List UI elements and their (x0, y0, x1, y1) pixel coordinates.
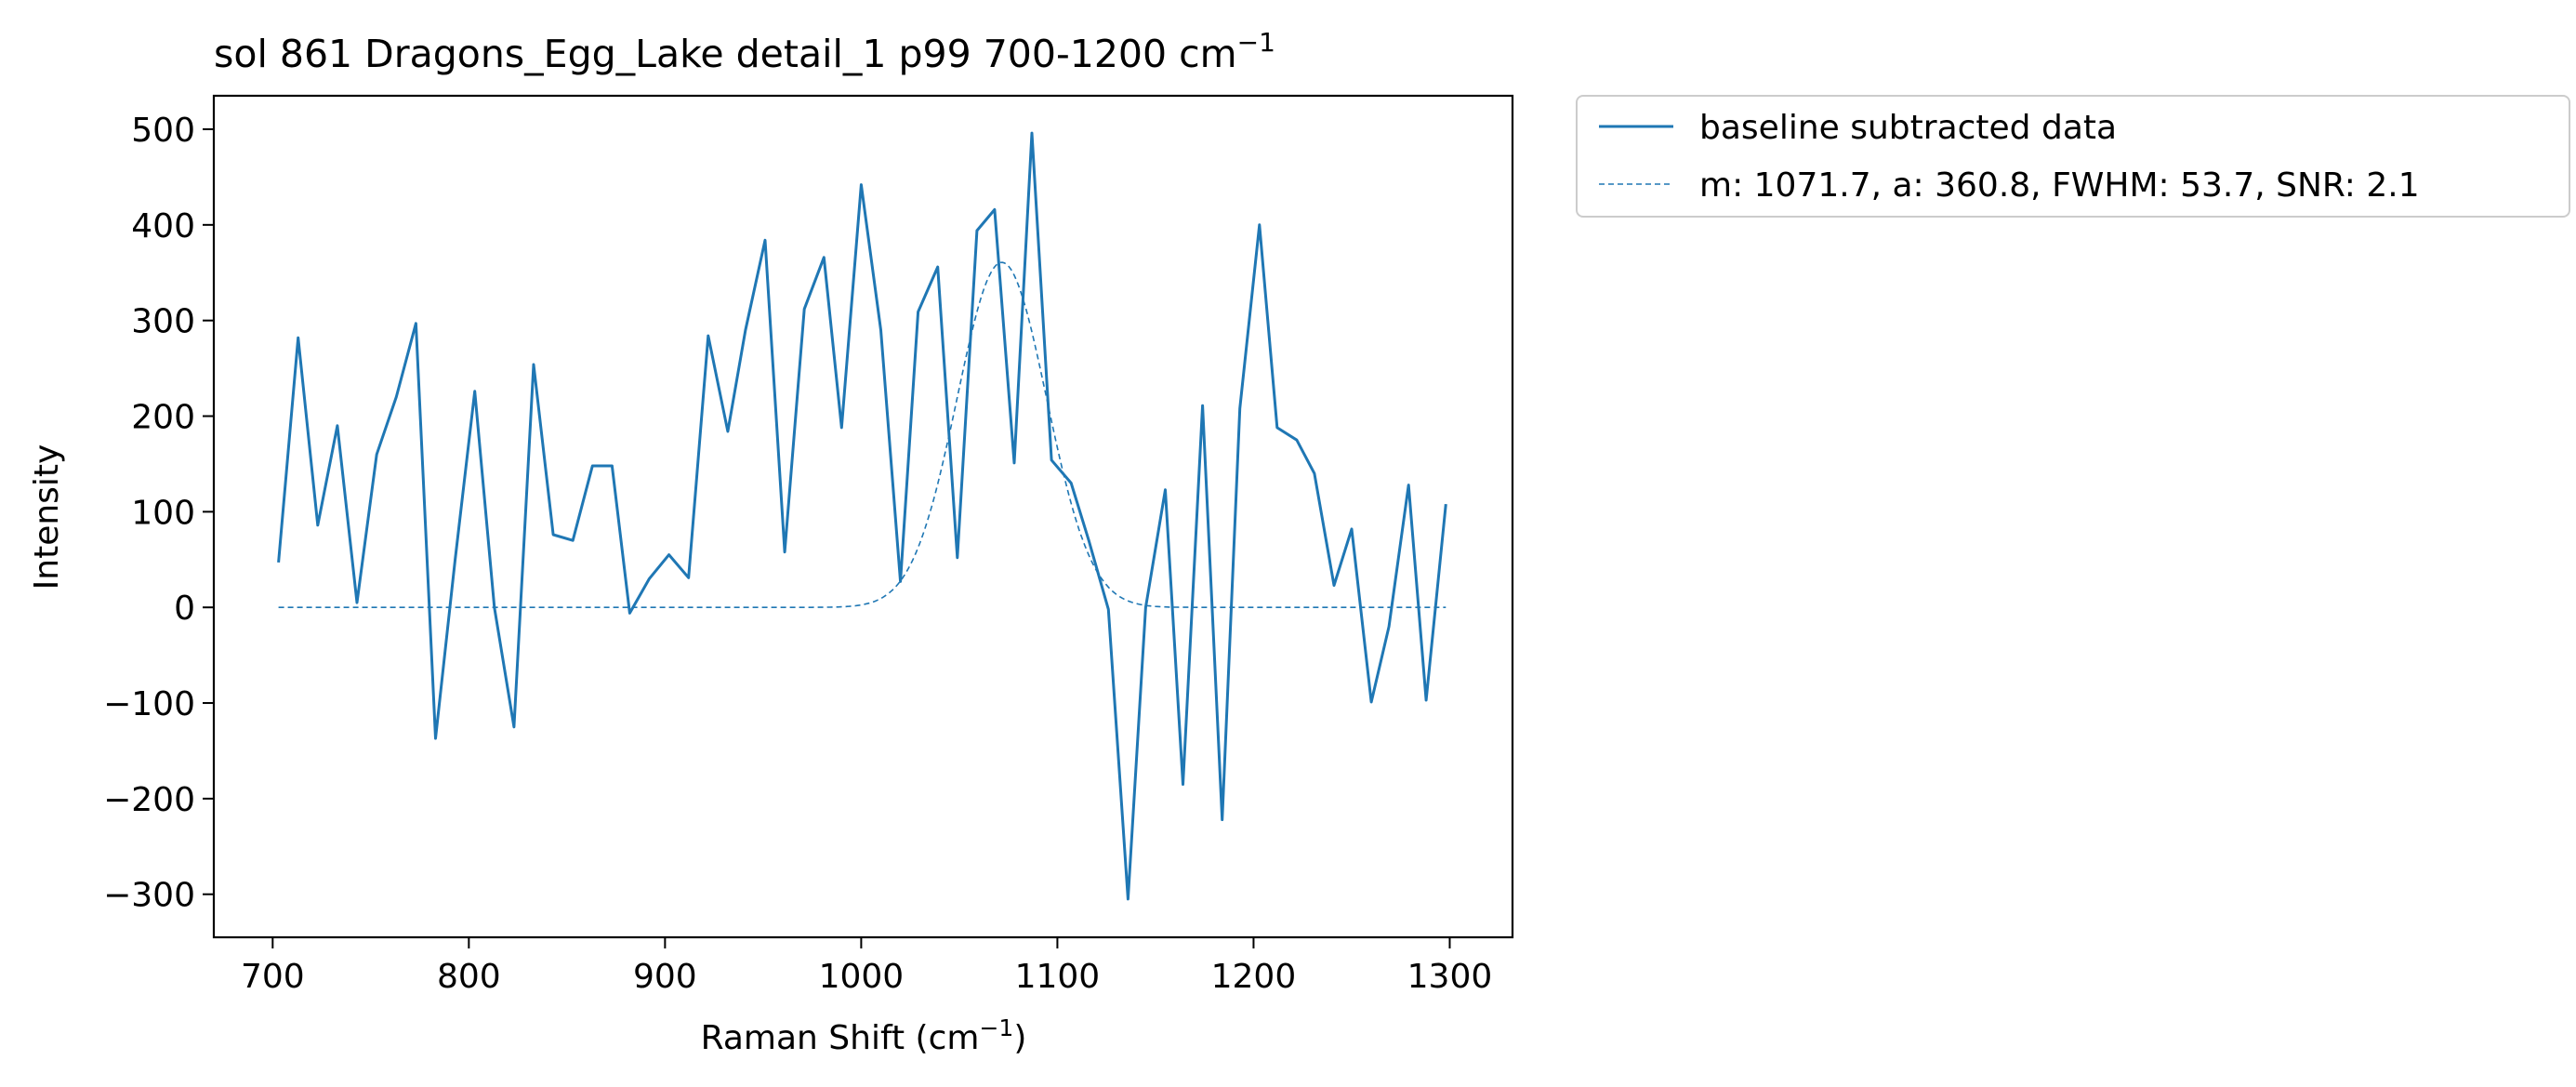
x-axis: 700 800 900 1000 1100 1200 1300 (241, 937, 1492, 996)
y-tick-label: −100 (103, 685, 195, 723)
legend-label-data: baseline subtracted data (1699, 109, 2117, 147)
y-tick-label: 0 (174, 590, 195, 628)
x-axis-label: Raman Shift (cm−1) (701, 1014, 1027, 1057)
x-tick-label: 800 (437, 958, 501, 996)
y-axis-label: Intensity (28, 444, 66, 590)
chart-title: sol 861 Dragons_Egg_Lake detail_1 p99 70… (214, 27, 1275, 76)
x-axis-label-superscript: −1 (979, 1014, 1013, 1041)
x-tick-label: 700 (241, 958, 305, 996)
y-tick-label: −200 (103, 781, 195, 819)
x-tick-label: 900 (633, 958, 697, 996)
legend-label-fit: m: 1071.7, a: 360.8, FWHM: 53.7, SNR: 2.… (1699, 166, 2420, 205)
y-tick-label: 500 (131, 112, 195, 150)
x-tick-label: 1200 (1211, 958, 1297, 996)
chart-title-text: sol 861 Dragons_Egg_Lake detail_1 p99 70… (214, 32, 1237, 76)
data-series-line (277, 131, 1447, 901)
y-tick-label: 400 (131, 207, 195, 245)
x-tick-label: 1300 (1407, 958, 1493, 996)
legend: baseline subtracted data m: 1071.7, a: 3… (1576, 95, 2570, 218)
y-tick-label: −300 (103, 877, 195, 915)
legend-frame (1576, 95, 2570, 218)
y-tick-label: 300 (131, 303, 195, 341)
plot-area (212, 94, 1514, 939)
x-axis-label-tail: ) (1013, 1019, 1026, 1057)
x-tick-label: 1100 (1015, 958, 1101, 996)
chart-title-superscript: −1 (1237, 27, 1275, 58)
y-tick-label: 200 (131, 399, 195, 437)
plot-lines (277, 131, 1447, 901)
x-tick-label: 1000 (819, 958, 905, 996)
x-axis-label-text: Raman Shift (cm (701, 1019, 980, 1057)
y-tick-label: 100 (131, 494, 195, 532)
fit-series-line (278, 261, 1447, 609)
y-axis: 500 400 300 200 100 0 −100 −200 −300 (103, 112, 214, 915)
